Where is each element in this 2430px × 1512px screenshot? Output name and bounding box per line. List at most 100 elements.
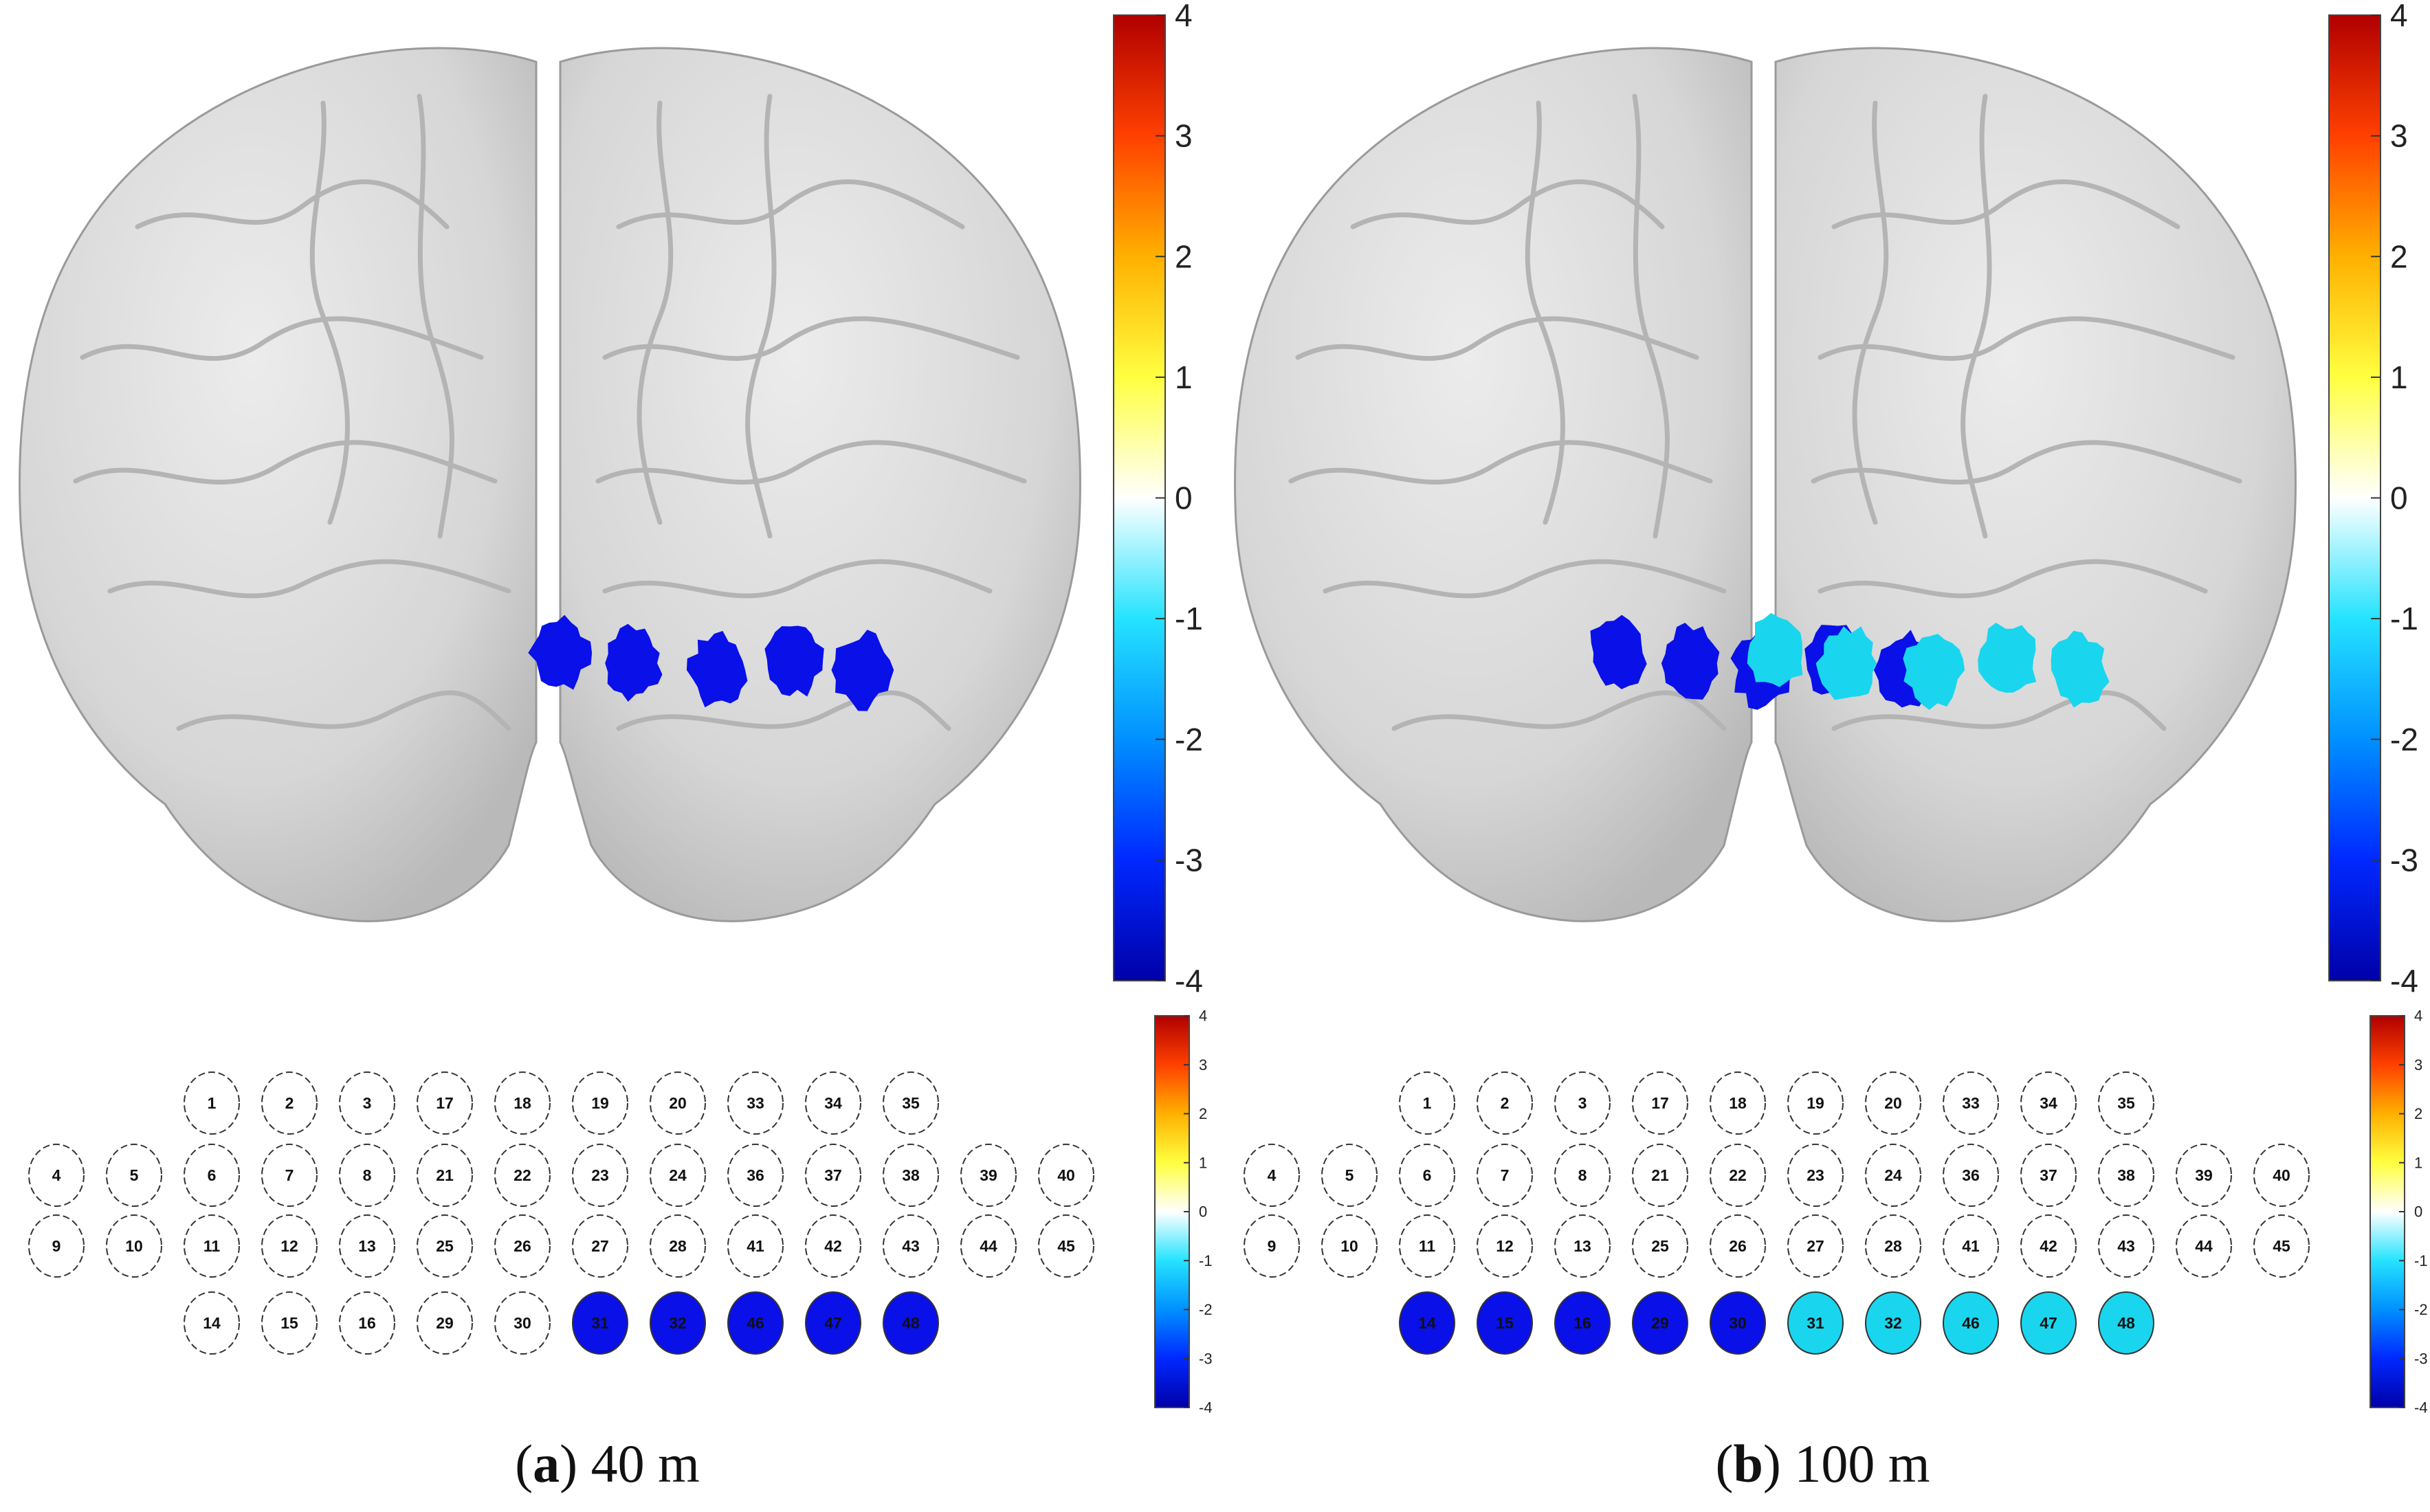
panel-a-colorbar-channels-label: 3 (1199, 1056, 1207, 1074)
channel-4-circle (1244, 1144, 1300, 1207)
panel-a-colorbar-brain-label: -1 (1175, 601, 1203, 636)
channel-42-label: 42 (2040, 1237, 2057, 1255)
channel-5: 5 (106, 1144, 162, 1207)
channel-38-circle (883, 1144, 939, 1207)
channel-1-circle (184, 1071, 240, 1135)
channel-38: 38 (883, 1144, 939, 1207)
channel-25-circle (1632, 1214, 1688, 1278)
panel-b-gyrus-6 (1525, 100, 1565, 525)
channel-33-label: 33 (747, 1094, 764, 1112)
channel-3: 3 (1554, 1071, 1611, 1135)
channel-10-label: 10 (1340, 1237, 1358, 1255)
panel-b-activation-right-2 (1815, 626, 1877, 700)
channel-26: 26 (1710, 1214, 1766, 1278)
channel-31-label: 31 (1807, 1314, 1824, 1332)
channel-10-label: 10 (125, 1237, 143, 1255)
channel-16: 16 (339, 1291, 395, 1355)
channel-21-label: 21 (1651, 1166, 1669, 1184)
channel-42-circle (2020, 1214, 2077, 1278)
channel-20-label: 20 (1884, 1094, 1902, 1112)
panel-b-caption-text: ) 100 m (1763, 1434, 1930, 1493)
panel-a-colorbar-channels: 4 3 2 1 0 -1 -2 -3 -4 (1154, 1008, 1213, 1416)
panel-a-gyrus-3 (73, 440, 498, 485)
panel-b-colorbar-channels-label: 4 (2414, 1008, 2422, 1025)
panel-b-colorbar-brain-label: 0 (2390, 480, 2408, 516)
channel-28: 28 (1865, 1214, 1921, 1278)
channel-24-circle (1865, 1144, 1921, 1207)
channel-10-circle (1321, 1214, 1378, 1278)
panel-a-activation-right-4 (764, 625, 824, 697)
panel-a-colorbar-channels-label: 4 (1199, 1008, 1207, 1025)
channel-29-label: 29 (1651, 1314, 1669, 1332)
channel-29-circle (417, 1291, 473, 1355)
panel-b-colorbar-brain-scale (2328, 14, 2381, 981)
channel-41-label: 41 (1962, 1237, 1980, 1255)
panel-a-colorbar-channels-label: 1 (1199, 1154, 1207, 1171)
channel-36-label: 36 (1962, 1166, 1980, 1184)
channel-47-label: 47 (2040, 1314, 2057, 1332)
panel-b-colorbar-channels-scale (2370, 1015, 2405, 1408)
channel-23-label: 23 (1807, 1166, 1824, 1184)
channel-48-label: 48 (902, 1314, 920, 1332)
channel-13-circle (1554, 1214, 1611, 1278)
channel-42-circle (805, 1214, 861, 1278)
channel-9-label: 9 (1268, 1237, 1277, 1255)
channel-45-label: 45 (2273, 1237, 2290, 1255)
panel-b-gyrus-9 (1818, 316, 2235, 361)
channel-8-circle (339, 1144, 395, 1207)
channel-10: 10 (1321, 1214, 1378, 1278)
panel-b-activation-left-1 (1590, 614, 1647, 689)
channel-11-label: 11 (203, 1237, 221, 1255)
channel-11-circle (184, 1214, 240, 1278)
channel-46-label: 46 (747, 1314, 764, 1332)
panel-a-gyrus-14 (745, 93, 777, 539)
channel-28-label: 28 (669, 1237, 687, 1255)
channel-17-label: 17 (1651, 1094, 1669, 1112)
panel-a-gyrus-11 (602, 559, 993, 599)
panel-b-letter: b (1733, 1434, 1763, 1493)
channel-39: 39 (2176, 1144, 2232, 1207)
channel-34: 34 (2020, 1071, 2077, 1135)
channel-29: 29 (417, 1291, 473, 1355)
channel-45-circle (1038, 1214, 1094, 1278)
channel-8-circle (1554, 1144, 1611, 1207)
channel-39-circle (960, 1144, 1017, 1207)
channel-40-circle (1038, 1144, 1094, 1207)
channel-48: 48 (2098, 1291, 2154, 1355)
panel-b-colorbar-brain-label: -1 (2390, 601, 2418, 636)
channel-24-circle (650, 1144, 706, 1207)
channel-47: 47 (805, 1291, 861, 1355)
panel-a-right-hemisphere (559, 47, 1081, 922)
channel-29-label: 29 (436, 1314, 454, 1332)
channel-10: 10 (106, 1214, 162, 1278)
panel-b-right-hemisphere (1774, 47, 2297, 922)
channel-31-circle (1787, 1291, 1844, 1355)
panel-a-colorbar-brain-label: -2 (1175, 722, 1203, 757)
channel-16-circle (1554, 1291, 1611, 1355)
channel-25: 25 (417, 1214, 473, 1278)
channel-48-circle (2098, 1291, 2154, 1355)
channel-36: 36 (727, 1144, 784, 1207)
panel-b-gyrus-2 (1295, 316, 1699, 361)
panel-b-activation-left-2 (1661, 623, 1720, 700)
channel-24: 24 (650, 1144, 706, 1207)
channel-11-circle (1399, 1214, 1455, 1278)
panel-a-colorbar-brain-label: 4 (1175, 0, 1193, 33)
channel-19-label: 19 (1807, 1094, 1824, 1112)
panel-b-activation-right-1 (1747, 612, 1803, 687)
panel-a-activation-right-5 (831, 630, 894, 711)
channel-31-circle (572, 1291, 628, 1355)
channel-19-circle (572, 1071, 628, 1135)
channel-13-circle (339, 1214, 395, 1278)
channel-14: 14 (1399, 1291, 1455, 1355)
channel-33: 33 (1943, 1071, 1999, 1135)
channel-6-circle (184, 1144, 240, 1207)
panel-a-colorbar-channels-scale (1154, 1015, 1190, 1408)
channel-27-label: 27 (591, 1237, 609, 1255)
panel-b-gyrus-12 (1831, 690, 2167, 731)
panel-a-brain (19, 47, 1081, 922)
channel-30: 30 (494, 1291, 551, 1355)
panel-a-colorbar-channels-label: -4 (1199, 1399, 1213, 1416)
channel-22-circle (1710, 1144, 1766, 1207)
